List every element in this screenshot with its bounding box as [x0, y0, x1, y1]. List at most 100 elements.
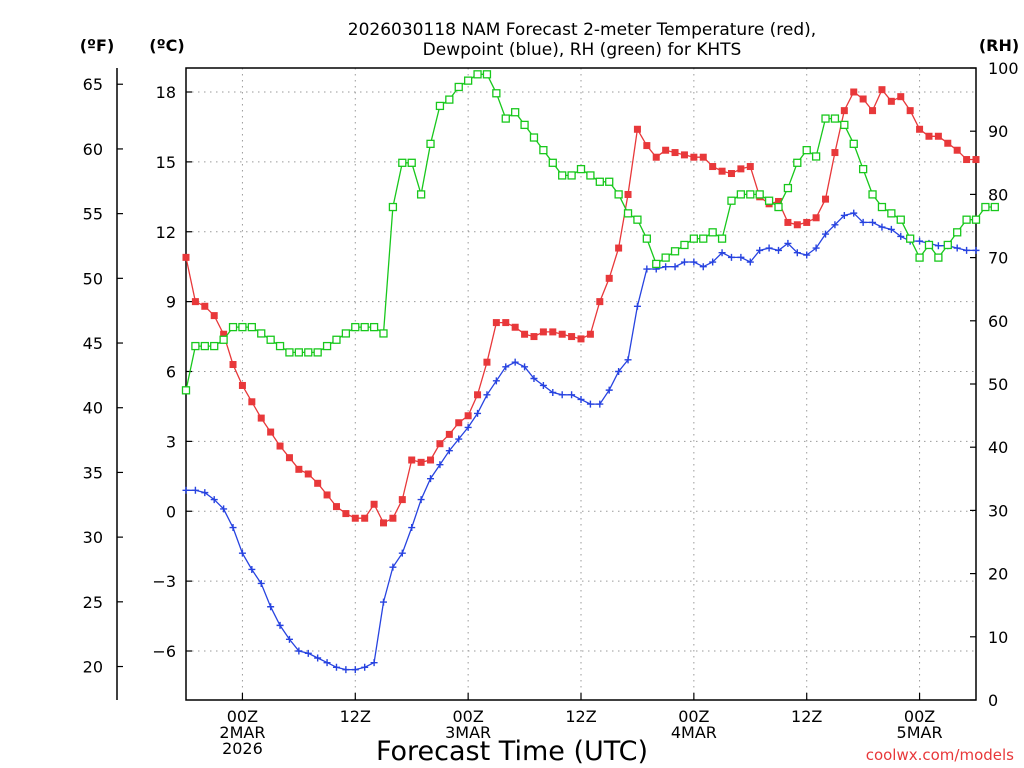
- data-point: [793, 249, 801, 257]
- data-point: [304, 470, 312, 478]
- x-tick-label: 2026: [222, 739, 263, 758]
- data-point: [182, 486, 190, 494]
- data-point: [248, 565, 256, 573]
- data-point: [971, 215, 981, 224]
- data-point: [736, 190, 746, 199]
- rh-tick-label: 40: [988, 438, 1008, 457]
- data-point: [520, 120, 529, 130]
- data-point: [727, 196, 736, 205]
- data-point: [652, 259, 661, 269]
- data-point: [568, 391, 576, 399]
- data-point: [473, 70, 482, 79]
- data-point: [210, 496, 218, 504]
- data-point: [483, 391, 491, 399]
- data-point: [840, 120, 849, 130]
- data-point: [201, 489, 209, 497]
- celsius-tick-label: −6: [152, 642, 176, 661]
- data-point: [633, 215, 642, 224]
- data-point: [332, 663, 340, 671]
- data-point: [972, 156, 980, 164]
- data-point: [802, 146, 811, 155]
- fahrenheit-tick-label: 30: [83, 528, 103, 547]
- data-point: [699, 234, 708, 243]
- data-point: [897, 232, 905, 240]
- data-point: [191, 341, 200, 351]
- data-point: [887, 225, 895, 233]
- data-point: [670, 247, 680, 256]
- data-point: [615, 368, 623, 375]
- data-point: [201, 302, 209, 310]
- data-point: [953, 228, 962, 237]
- data-point: [455, 435, 463, 443]
- fahrenheit-tick-label: 50: [83, 269, 103, 288]
- data-point: [662, 263, 670, 271]
- data-point: [511, 108, 520, 117]
- data-point: [831, 221, 839, 229]
- data-point: [915, 253, 924, 262]
- data-point: [445, 447, 453, 455]
- data-point: [727, 253, 735, 261]
- x-tick-label: 4MAR: [671, 723, 717, 742]
- data-point: [643, 142, 651, 150]
- data-point: [426, 139, 435, 148]
- data-point: [586, 171, 595, 180]
- data-point: [398, 549, 406, 557]
- data-point: [953, 244, 961, 252]
- data-point: [332, 503, 340, 511]
- data-point: [408, 456, 416, 464]
- data-point: [765, 244, 773, 252]
- data-point: [294, 348, 304, 357]
- data-point: [567, 171, 576, 180]
- data-point: [323, 659, 331, 667]
- data-point: [304, 649, 312, 657]
- data-point: [746, 190, 755, 199]
- data-point: [576, 164, 586, 174]
- data-point: [737, 165, 745, 173]
- celsius-tick-label: −3: [152, 572, 176, 591]
- data-point: [238, 549, 246, 557]
- data-point: [615, 244, 623, 252]
- data-point: [436, 461, 444, 469]
- data-point: [963, 246, 971, 254]
- data-point: [717, 234, 727, 243]
- data-point: [398, 496, 406, 504]
- data-point: [718, 167, 726, 175]
- data-point: [793, 158, 802, 167]
- x-tick-label: 12Z: [340, 707, 371, 726]
- data-point: [342, 510, 350, 518]
- data-point: [558, 171, 567, 180]
- data-point: [690, 153, 698, 161]
- data-point: [464, 412, 472, 420]
- data-point: [680, 258, 688, 266]
- data-point: [934, 132, 942, 140]
- x-tick-label: 3MAR: [445, 723, 491, 742]
- data-point: [351, 322, 360, 332]
- data-point: [361, 514, 369, 522]
- data-point: [708, 228, 717, 237]
- series-dewpoint: [182, 209, 980, 674]
- data-point: [417, 496, 425, 504]
- data-point: [257, 329, 266, 338]
- data-point: [605, 274, 613, 282]
- data-point: [482, 70, 492, 79]
- data-point: [219, 335, 228, 344]
- data-point: [530, 333, 538, 341]
- data-point: [530, 374, 538, 382]
- data-point: [869, 218, 877, 226]
- data-point: [210, 312, 218, 320]
- data-point: [858, 164, 868, 174]
- data-point: [380, 598, 387, 606]
- data-point: [586, 330, 594, 338]
- data-point: [953, 146, 961, 154]
- data-point: [210, 341, 219, 351]
- celsius-tick-label: 6: [166, 363, 176, 382]
- data-point: [595, 177, 604, 186]
- data-point: [558, 330, 566, 338]
- data-point: [463, 76, 473, 85]
- data-point: [784, 218, 792, 226]
- data-point: [774, 202, 783, 212]
- data-series: [181, 70, 999, 674]
- series-line: [185, 73, 995, 391]
- data-point: [436, 440, 444, 448]
- data-point: [943, 240, 952, 250]
